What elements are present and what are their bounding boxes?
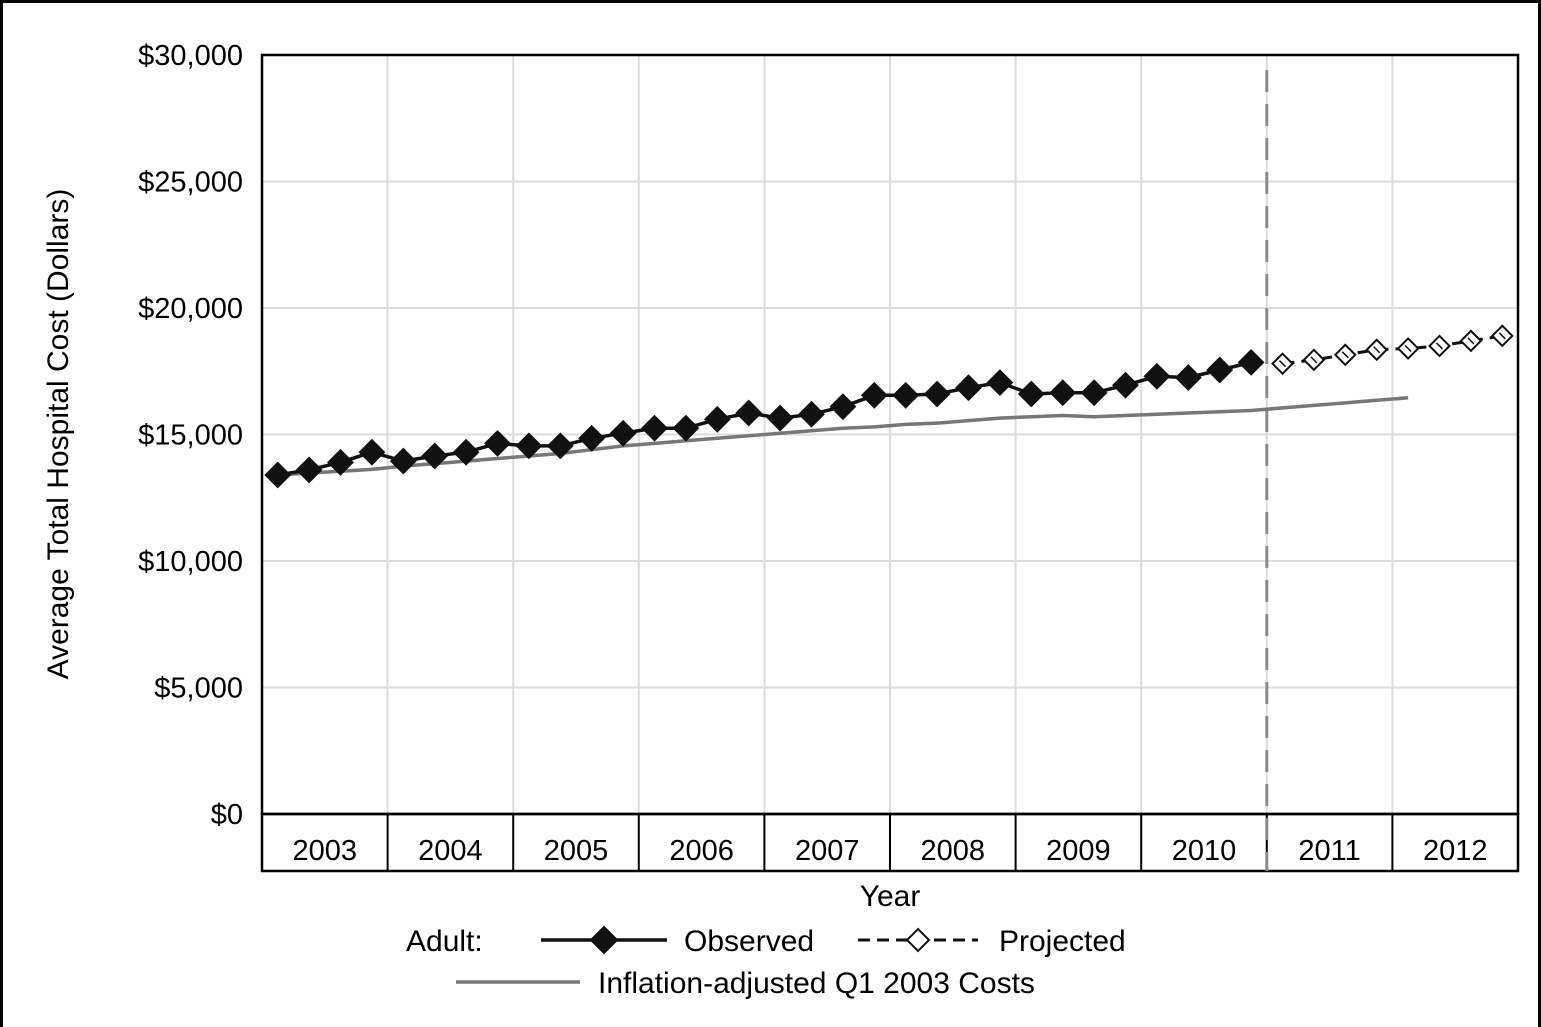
data-point <box>735 399 763 427</box>
data-point <box>609 419 637 447</box>
legend-observed-label: Observed <box>684 925 814 958</box>
y-tick-label: $5,000 <box>154 673 243 705</box>
x-axis-ticks: 2003 2004 2005 2006 2007 2008 2009 2010 2011 2012 <box>293 835 1488 867</box>
legend-projected-marker <box>905 927 931 953</box>
x-tick-label: 2009 <box>1046 835 1111 867</box>
x-tick-label: 2012 <box>1423 835 1488 867</box>
data-point <box>986 369 1014 397</box>
data-point <box>264 461 292 489</box>
y-tick-label: $30,000 <box>138 40 243 72</box>
x-axis-band <box>260 812 1520 873</box>
data-point <box>766 404 794 432</box>
series-observed <box>264 348 1265 489</box>
data-point <box>515 432 543 460</box>
data-point <box>1049 379 1077 407</box>
legend-projected-label: Projected <box>999 925 1126 958</box>
data-point-inner <box>1498 332 1506 340</box>
series-layer <box>264 324 1514 489</box>
y-tick-label: $25,000 <box>138 167 243 199</box>
data-point <box>546 432 574 460</box>
data-point <box>578 424 606 452</box>
data-point <box>389 447 417 475</box>
data-point <box>829 393 857 421</box>
data-point <box>860 381 888 409</box>
series-projected <box>1271 324 1514 376</box>
data-point-inner <box>1310 356 1318 364</box>
x-tick-label: 2008 <box>921 835 986 867</box>
data-point <box>358 438 386 466</box>
data-point-inner <box>1341 351 1349 359</box>
x-axis-title: Year <box>860 880 921 913</box>
y-axis-title: Average Total Hospital Cost (Dollars) <box>42 189 75 680</box>
legend: Adult: Observed Projected Inflation-adju… <box>406 925 1126 1000</box>
x-tick-label: 2005 <box>544 835 609 867</box>
data-point-inner <box>1435 342 1444 350</box>
y-tick-label: $0 <box>211 799 243 831</box>
data-point <box>672 414 700 442</box>
x-tick-label: 2003 <box>293 835 358 867</box>
data-point <box>1206 356 1234 384</box>
data-point <box>703 405 731 433</box>
data-point <box>327 448 354 476</box>
data-point <box>923 380 951 408</box>
data-point <box>641 414 668 442</box>
y-axis-ticks: $0 $5,000 $10,000 $15,000 $20,000 $25,000 $30,… <box>138 40 243 831</box>
data-point <box>1143 362 1171 390</box>
data-point <box>484 429 511 457</box>
data-point-inner <box>1404 344 1412 353</box>
y-tick-label: $15,000 <box>138 420 243 452</box>
x-tick-label: 2011 <box>1298 835 1360 867</box>
data-point <box>295 456 323 484</box>
data-point <box>1112 371 1139 399</box>
data-point-inner <box>1373 346 1381 354</box>
x-tick-label: 2004 <box>418 835 483 867</box>
data-point <box>452 438 480 466</box>
data-point <box>1237 348 1265 376</box>
data-point <box>1017 380 1045 408</box>
data-point-inner <box>1278 360 1287 368</box>
gridlines <box>262 55 1518 814</box>
year-divider-lines <box>386 814 1394 871</box>
legend-group-label: Adult: <box>406 925 483 958</box>
x-tick-label: 2006 <box>669 835 734 867</box>
y-tick-label: $20,000 <box>138 293 243 325</box>
legend-inflation-label: Inflation-adjusted Q1 2003 Costs <box>598 967 1035 1000</box>
y-tick-label: $10,000 <box>138 546 243 578</box>
data-point-inner <box>1467 337 1475 345</box>
x-tick-label: 2010 <box>1172 835 1237 867</box>
data-point <box>892 381 920 409</box>
data-point <box>1174 364 1202 391</box>
legend-observed-marker <box>589 925 619 955</box>
x-tick-label: 2007 <box>795 835 860 867</box>
data-point <box>1080 379 1108 407</box>
data-point <box>421 442 449 470</box>
data-point <box>955 374 982 402</box>
data-point <box>798 400 825 428</box>
